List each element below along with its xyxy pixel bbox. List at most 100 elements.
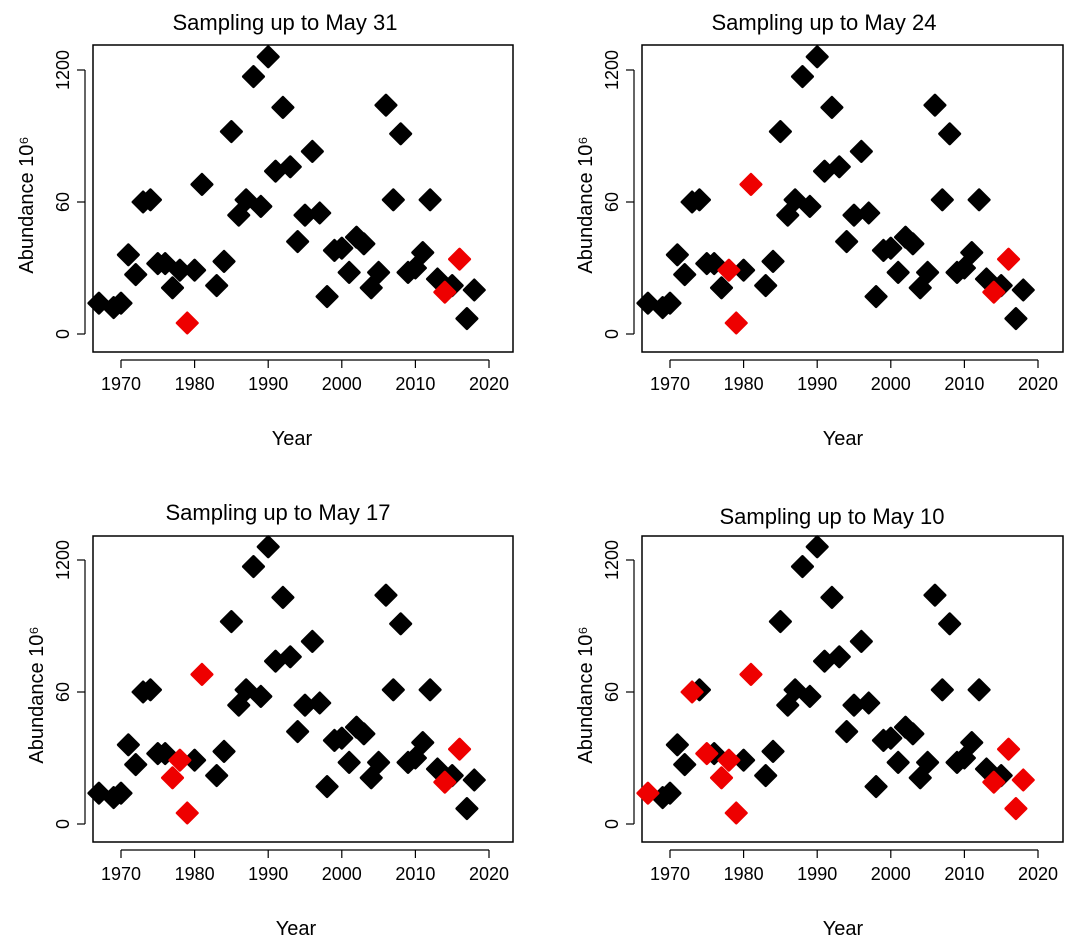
panel-may-10: Sampling up to May 10 Year Abundance 10⁶… [575,504,1063,939]
data-point [866,777,886,797]
data-point [310,203,330,223]
data-point [888,262,908,282]
data-point [391,124,411,144]
panel-may-24: Sampling up to May 24 Year Abundance 10⁶… [575,10,1063,450]
y-tick-label: 60 [602,192,622,212]
data-point [273,97,293,117]
data-point [837,232,857,252]
data-point [317,777,337,797]
data-point-highlighted [1013,770,1033,790]
x-tick-label: 1990 [797,864,837,884]
data-point [383,680,403,700]
data-point [792,557,812,577]
data-point [258,537,278,557]
data-point [302,141,322,161]
data-point [221,612,241,632]
x-tick-label: 1970 [650,864,690,884]
panel-title: Sampling up to May 10 [719,504,944,529]
data-point [932,680,952,700]
panel-may-17: Sampling up to May 17 Year Abundance 10⁶… [26,500,513,939]
data-point [756,766,776,786]
data-point [221,122,241,142]
data-point [822,587,842,607]
y-tick-label: 1200 [602,540,622,580]
y-axis-label: Abundance 10⁶ [26,626,48,763]
x-tick-label: 2000 [871,374,911,394]
data-point [763,251,783,271]
panel-may-31: Sampling up to May 31 Year Abundance 10⁶… [16,10,513,450]
data-point [288,232,308,252]
panel-title: Sampling up to May 24 [711,10,936,35]
x-axis-label: Year [823,428,864,450]
data-point [969,190,989,210]
data-point [391,614,411,634]
x-tick-label: 2020 [1018,374,1058,394]
data-point [807,537,827,557]
panel-title: Sampling up to May 31 [172,10,397,35]
x-tick-label: 1970 [101,374,141,394]
data-point [859,693,879,713]
data-point [317,287,337,307]
data-point [185,260,205,280]
data-point [1013,280,1033,300]
data-point [675,755,695,775]
data-point [763,741,783,761]
data-point [756,276,776,296]
data-point-highlighted [192,664,212,684]
data-point [667,245,687,265]
data-point [888,752,908,772]
x-tick-label: 1980 [175,864,215,884]
data-point [258,47,278,67]
x-tick-label: 2010 [395,374,435,394]
data-point [925,585,945,605]
data-point [376,95,396,115]
x-tick-label: 1990 [248,374,288,394]
data-point [837,722,857,742]
data-point [807,47,827,67]
data-point [118,245,138,265]
x-tick-label: 1970 [101,864,141,884]
data-point [243,557,263,577]
x-axis-label: Year [823,918,864,939]
data-point [207,276,227,296]
y-tick-label: 1200 [602,50,622,90]
data-point [457,309,477,329]
data-point [457,799,477,819]
data-point [464,280,484,300]
data-point-highlighted [450,739,470,759]
y-tick-label: 60 [53,682,73,702]
y-axis-label: Abundance 10⁶ [16,136,38,273]
data-point [770,122,790,142]
data-point-highlighted [1006,799,1026,819]
data-point [420,680,440,700]
y-tick-label: 60 [602,682,622,702]
data-point [302,631,322,651]
x-tick-label: 2000 [322,374,362,394]
data-point-highlighted [726,313,746,333]
data-point [969,680,989,700]
x-tick-label: 2020 [469,864,509,884]
data-point [339,752,359,772]
y-tick-label: 1200 [53,540,73,580]
data-point [675,265,695,285]
data-point [420,190,440,210]
data-point [851,141,871,161]
data-point [273,587,293,607]
data-point-highlighted [177,803,197,823]
data-point [925,95,945,115]
data-point [207,766,227,786]
x-tick-label: 1980 [724,374,764,394]
x-tick-label: 2010 [944,864,984,884]
data-point-highlighted [741,174,761,194]
data-point [932,190,952,210]
y-axis-label: Abundance 10⁶ [575,626,597,763]
data-point [126,755,146,775]
y-tick-label: 0 [53,819,73,829]
data-point [243,67,263,87]
data-point-highlighted [450,249,470,269]
x-axis-label: Year [276,918,317,939]
y-tick-label: 60 [53,192,73,212]
x-tick-label: 2000 [322,864,362,884]
data-point [192,174,212,194]
